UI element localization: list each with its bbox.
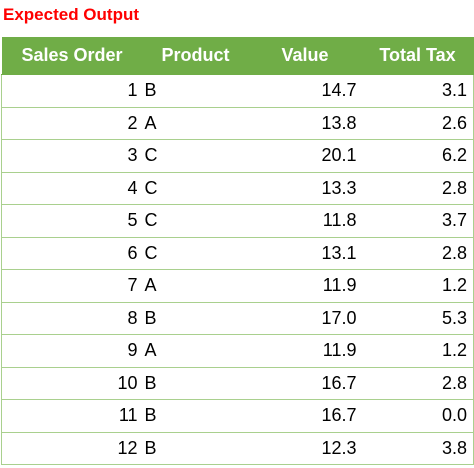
- table-caption: Expected Output: [3, 5, 140, 24]
- header-total-tax[interactable]: Total Tax: [361, 37, 474, 75]
- table-row: 12 B 12.3 3.8: [1, 432, 474, 465]
- cell-value[interactable]: 13.8: [248, 107, 362, 140]
- table-row: 8 B 17.0 5.3: [1, 302, 474, 335]
- header-product[interactable]: Product: [142, 37, 249, 75]
- cell-product[interactable]: C: [142, 172, 249, 205]
- table-row: 10 B 16.7 2.8: [1, 367, 474, 400]
- cell-sales-order[interactable]: 7: [1, 269, 143, 303]
- cell-product[interactable]: B: [142, 432, 249, 465]
- cell-total-tax[interactable]: 2.8: [361, 237, 474, 270]
- cell-value[interactable]: 13.1: [248, 237, 362, 270]
- cell-total-tax[interactable]: 3.8: [361, 432, 474, 465]
- cell-total-tax[interactable]: 2.6: [361, 107, 474, 140]
- cell-product[interactable]: C: [142, 204, 249, 238]
- cell-sales-order[interactable]: 3: [1, 139, 143, 173]
- cell-product[interactable]: B: [142, 302, 249, 335]
- cell-sales-order[interactable]: 9: [1, 334, 143, 368]
- cell-product[interactable]: B: [142, 74, 249, 108]
- cell-sales-order[interactable]: 11: [1, 399, 143, 433]
- cell-value[interactable]: 11.8: [248, 204, 362, 238]
- cell-value[interactable]: 13.3: [248, 172, 362, 205]
- cell-total-tax[interactable]: 2.8: [361, 367, 474, 400]
- cell-value[interactable]: 16.7: [248, 399, 362, 433]
- cell-sales-order[interactable]: 10: [1, 367, 143, 400]
- cell-product[interactable]: B: [142, 367, 249, 400]
- cell-total-tax[interactable]: 3.7: [361, 204, 474, 238]
- table-row: 9 A 11.9 1.2: [1, 334, 474, 368]
- cell-value[interactable]: 11.9: [248, 269, 362, 303]
- cell-product[interactable]: C: [142, 139, 249, 173]
- cell-sales-order[interactable]: 1: [1, 74, 143, 108]
- cell-sales-order[interactable]: 4: [1, 172, 143, 205]
- cell-value[interactable]: 12.3: [248, 432, 362, 465]
- cell-sales-order[interactable]: 8: [1, 302, 143, 335]
- table-row: 5 C 11.8 3.7: [1, 204, 474, 238]
- cell-value[interactable]: 20.1: [248, 139, 362, 173]
- cell-product[interactable]: C: [142, 237, 249, 270]
- cell-value[interactable]: 17.0: [248, 302, 362, 335]
- cell-sales-order[interactable]: 5: [1, 204, 143, 238]
- cell-total-tax[interactable]: 5.3: [361, 302, 474, 335]
- header-value[interactable]: Value: [248, 37, 362, 75]
- table-row: 6 C 13.1 2.8: [1, 237, 474, 270]
- cell-total-tax[interactable]: 1.2: [361, 334, 474, 368]
- cell-product[interactable]: A: [142, 269, 249, 303]
- cell-value[interactable]: 11.9: [248, 334, 362, 368]
- table-row: 11 B 16.7 0.0: [1, 399, 474, 433]
- cell-total-tax[interactable]: 0.0: [361, 399, 474, 433]
- cell-total-tax[interactable]: 3.1: [361, 74, 474, 108]
- table-header-row: Sales Order Product Value Total Tax: [1, 37, 474, 75]
- cell-total-tax[interactable]: 6.2: [361, 139, 474, 173]
- cell-sales-order[interactable]: 12: [1, 432, 143, 465]
- table-row: 4 C 13.3 2.8: [1, 172, 474, 205]
- cell-value[interactable]: 14.7: [248, 74, 362, 108]
- cell-sales-order[interactable]: 2: [1, 107, 143, 140]
- cell-value[interactable]: 16.7: [248, 367, 362, 400]
- cell-total-tax[interactable]: 2.8: [361, 172, 474, 205]
- cell-product[interactable]: B: [142, 399, 249, 433]
- header-sales-order[interactable]: Sales Order: [1, 37, 143, 75]
- table-row: 3 C 20.1 6.2: [1, 139, 474, 173]
- sales-order-table: Sales Order Product Value Total Tax 1 B 14…: [1, 37, 474, 465]
- table-body: 1 B 14.7 3.1 2 A 13.8 2.6 3 C 20.1 6.2 4 C 13.3 2.8 5 C 11…: [1, 74, 474, 465]
- cell-sales-order[interactable]: 6: [1, 237, 143, 270]
- table-row: 2 A 13.8 2.6: [1, 107, 474, 140]
- cell-total-tax[interactable]: 1.2: [361, 269, 474, 303]
- table-row: 1 B 14.7 3.1: [1, 74, 474, 108]
- cell-product[interactable]: A: [142, 334, 249, 368]
- table-row: 7 A 11.9 1.2: [1, 269, 474, 303]
- cell-product[interactable]: A: [142, 107, 249, 140]
